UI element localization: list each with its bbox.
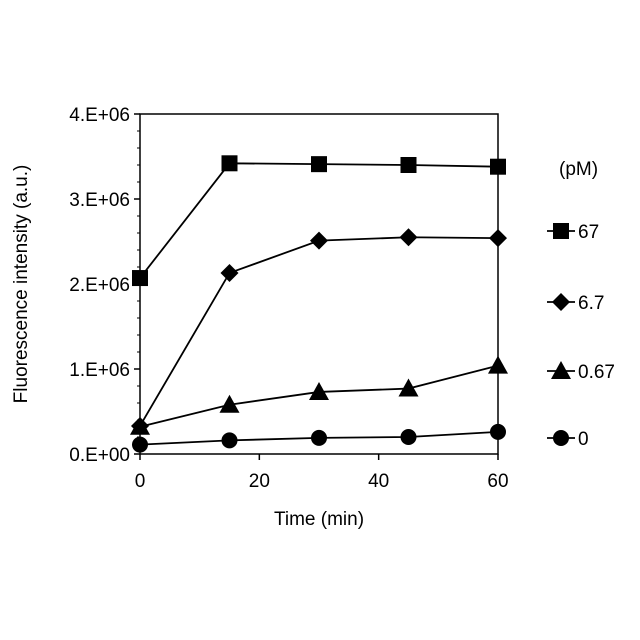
legend-label: 0 [578, 429, 589, 450]
x-tick-label: 40 [368, 471, 389, 492]
series-0 [132, 424, 506, 453]
data-point [490, 424, 506, 440]
x-tick-label: 0 [135, 471, 146, 492]
x-axis-ticks: 0 20 40 60 [135, 454, 509, 492]
legend-marker [553, 223, 569, 239]
data-point [132, 270, 148, 286]
y-axis-ticks: 0.E+00 1.E+06 2.E+06 3.E+06 4.E+06 [69, 105, 140, 466]
y-tick-label: 1.E+06 [69, 360, 130, 381]
legend-label: 6.7 [578, 293, 604, 314]
legend: (pM) 67 6.7 0.67 0 [547, 159, 615, 450]
y-tick-label: 3.E+06 [69, 190, 130, 211]
data-point [490, 159, 506, 175]
series-0-67 [130, 356, 508, 435]
data-point [488, 356, 508, 374]
legend-entry: 0.67 [547, 361, 615, 383]
y-tick-label: 4.E+06 [69, 105, 130, 126]
series-line [140, 163, 498, 278]
series-67 [132, 155, 506, 286]
x-tick-label: 20 [249, 471, 270, 492]
data-point [221, 264, 239, 282]
y-tick-label: 0.E+00 [69, 445, 130, 466]
x-tick-label: 60 [487, 471, 508, 492]
data-point [222, 155, 238, 171]
data-point [310, 232, 328, 250]
data-point [132, 437, 148, 453]
data-point [489, 229, 507, 247]
data-point [400, 228, 418, 246]
x-axis-title: Time (min) [274, 509, 364, 530]
data-point [311, 430, 327, 446]
legend-label: 67 [578, 222, 599, 243]
legend-entry: 0 [547, 429, 589, 450]
legend-entry: 6.7 [547, 293, 604, 314]
data-point [401, 157, 417, 173]
legend-marker [551, 361, 571, 379]
legend-label: 0.67 [578, 362, 615, 383]
y-axis-title: Fluorescence intensity (a.u.) [11, 165, 32, 404]
legend-entry: 67 [547, 222, 599, 243]
series-layer [130, 155, 508, 452]
legend-marker [553, 430, 569, 446]
legend-title: (pM) [559, 159, 598, 180]
series-6-7 [131, 228, 507, 435]
data-point [222, 432, 238, 448]
legend-marker [552, 293, 570, 311]
data-point [401, 429, 417, 445]
data-point [311, 156, 327, 172]
y-tick-label: 2.E+06 [69, 275, 130, 296]
